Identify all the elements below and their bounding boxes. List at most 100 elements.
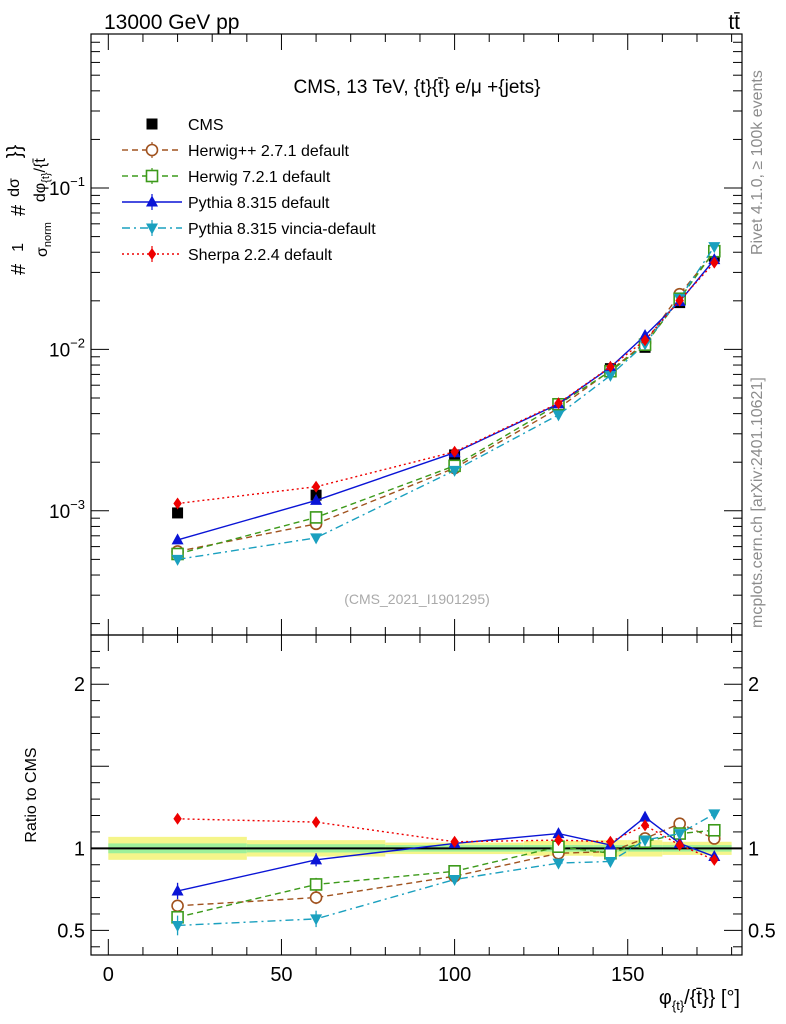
ratio-ytick-label-right: 1 xyxy=(748,838,759,860)
data-point xyxy=(172,507,184,519)
legend-item: Sherpa 2.2.4 default xyxy=(122,246,333,264)
ratio-ytick-label-left: 2 xyxy=(74,674,85,696)
data-point xyxy=(552,410,565,422)
legend-label: Pythia 8.315 vincia-default xyxy=(188,221,376,238)
data-point xyxy=(171,920,184,932)
ytick-base: 10 xyxy=(49,179,70,200)
ylabel-dphi: dφ xyxy=(32,183,49,202)
data-point xyxy=(173,812,182,825)
ytick-exponent: −2 xyxy=(70,335,85,350)
main-y-axis-label: #1 σnorm # dσ dφ{t}/{t̄}} xyxy=(4,145,54,275)
x-tick-label: 0 xyxy=(103,964,114,986)
data-point xyxy=(450,445,459,458)
ratio-panel: 0.5 0.5 1 1 2 2 0 50 100 150 Ratio to CMS xyxy=(23,634,776,986)
data-point xyxy=(710,853,719,866)
series-line xyxy=(177,262,715,505)
data-point xyxy=(554,834,563,847)
ylabel-hash1: # xyxy=(8,263,30,275)
ratio-y-axis-label: Ratio to CMS xyxy=(23,747,40,842)
series-vincia xyxy=(171,809,721,936)
plot-title: CMS, 13 TeV, {t}{t̄} e/μ +{jets} xyxy=(293,77,540,98)
ytick-base: 10 xyxy=(49,502,70,523)
data-point xyxy=(639,810,652,822)
series-line xyxy=(177,259,715,541)
series-herwig- xyxy=(171,245,721,558)
data-point xyxy=(173,497,182,510)
data-point xyxy=(310,533,323,545)
main-ytick-label: 10−3 xyxy=(49,497,85,523)
series-herwig- xyxy=(171,817,721,913)
data-point xyxy=(310,493,323,505)
data-point xyxy=(311,816,321,829)
legend-marker xyxy=(146,118,158,130)
legend-label: Herwig++ 2.7.1 default xyxy=(188,143,350,160)
legend-item: Pythia 8.315 vincia-default xyxy=(122,220,376,238)
data-point xyxy=(311,480,321,493)
ratio-series xyxy=(171,809,721,936)
data-point xyxy=(604,856,617,868)
legend-label: CMS xyxy=(188,117,224,134)
data-point xyxy=(310,853,323,865)
main-ytick-label: 10−2 xyxy=(49,335,85,361)
data-point xyxy=(448,465,461,477)
ratio-ytick-label-left: 0.5 xyxy=(57,920,85,942)
data-point xyxy=(552,827,565,839)
legend-item: Herwig++ 2.7.1 default xyxy=(122,142,350,160)
legend-item: Herwig 7.2.1 default xyxy=(122,168,331,186)
data-point xyxy=(640,819,650,832)
data-point xyxy=(310,914,323,926)
ratio-frame xyxy=(90,634,743,956)
xlabel-rest: /{t̄}} [°] xyxy=(684,987,740,1009)
series-line xyxy=(177,250,715,555)
legend-marker xyxy=(146,223,158,235)
ytick-exponent: −3 xyxy=(70,497,85,512)
ylabel-hash2: # xyxy=(8,204,30,216)
legend-label: Pythia 8.315 default xyxy=(188,195,330,212)
ratio-ytick-label-left: 1 xyxy=(74,838,85,860)
series-line xyxy=(177,251,715,553)
series-sherpa xyxy=(173,256,719,510)
ylabel-braces: }} xyxy=(4,145,26,159)
ratio-ytick-label-right: 2 xyxy=(748,674,759,696)
series-vincia xyxy=(171,242,721,566)
main-y-axis-label-text: #1 σnorm # dσ dφ{t}/{t̄}} xyxy=(4,145,54,275)
data-point xyxy=(708,242,721,254)
legend: CMS Herwig++ 2.7.1 default Herwig 7.2.1 de… xyxy=(122,117,376,264)
legend-label: Herwig 7.2.1 default xyxy=(188,169,331,186)
data-point xyxy=(710,256,719,269)
energy-label: 13000 GeV pp xyxy=(104,11,239,34)
series-sherpa xyxy=(173,812,719,866)
x-tick-label: 50 xyxy=(270,964,292,986)
series-line xyxy=(177,813,715,927)
data-point xyxy=(171,884,184,896)
series-line xyxy=(177,246,715,561)
x-tick-label: 150 xyxy=(611,964,644,986)
series-herwig7 xyxy=(171,244,721,561)
data-point xyxy=(639,835,652,847)
ratio-x-ticks: 0 50 100 150 xyxy=(103,635,733,986)
legend-marker xyxy=(145,169,159,183)
data-point xyxy=(606,835,615,848)
ylabel-frac1-den: σ xyxy=(34,247,51,257)
series-pythia xyxy=(171,253,721,545)
series-line xyxy=(177,816,715,892)
ylabel-norm: norm xyxy=(42,222,54,247)
main-x-ticks xyxy=(107,34,733,635)
legend-item: CMS xyxy=(146,117,224,134)
data-point xyxy=(554,397,563,410)
data-point xyxy=(708,809,721,821)
data-point xyxy=(309,878,323,891)
data-point xyxy=(309,891,323,904)
data-point xyxy=(552,858,565,870)
mcplots-label: mcplots.cern.ch [arXiv:2401.10621] xyxy=(749,377,766,628)
data-point xyxy=(171,899,184,913)
main-panel: 10−310−210−1 CMS, 13 TeV, {t}{t̄} e/μ +{… xyxy=(49,33,743,636)
data-point xyxy=(171,554,184,566)
xlabel-sub: {t} xyxy=(672,998,685,1013)
series-line xyxy=(177,829,715,918)
main-ytick-label: 10−1 xyxy=(49,174,85,200)
data-point xyxy=(171,533,184,545)
ylabel-tbar: /{t̄ xyxy=(32,158,49,173)
ylabel-sub: {t} xyxy=(40,172,52,183)
